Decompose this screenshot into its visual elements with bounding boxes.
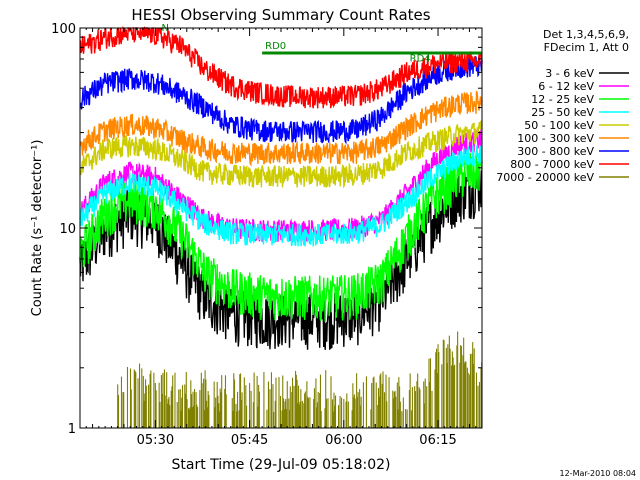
legend-label: 50 - 100 keV [524,119,594,132]
series-25-50-keV [79,142,483,247]
series-line [79,90,483,167]
legend-label: 800 - 7000 keV [510,158,594,171]
y-tick-label: 100 [51,22,76,37]
x-tick-label: 05:45 [231,433,268,448]
y-tick-label: 1 [68,422,76,437]
axis-layer: 05:30 05:45 06:00 06:15 1 10 100 [51,22,483,448]
series-7000-20000-keV [117,331,483,428]
footer-date: 12-Mar-2010 08:04 [560,469,637,478]
legend-label: 7000 - 20000 keV [496,171,594,184]
legend-label: 12 - 25 keV [531,93,594,106]
x-tick-label: 06:15 [419,433,456,448]
series-12-25-keV [79,149,483,322]
legend-label: 3 - 6 keV [545,67,594,80]
legend-label: 6 - 12 keV [538,80,594,93]
annotation-label: N [162,23,169,34]
legend-label: 300 - 800 keV [517,145,594,158]
series-line [79,128,483,243]
data-layer [79,25,483,428]
series-300-800-keV [79,55,483,145]
y-axis-label: Count Rate (s⁻¹ detector⁻¹) [30,140,45,317]
x-axis-label: Start Time (29-Jul-09 05:18:02) [171,457,390,473]
series-50-100-keV [79,119,483,189]
series-100-300-keV [79,90,483,167]
annotation-label: RD0 [265,41,286,52]
series-line [79,149,483,322]
x-tick-label: 05:30 [137,433,174,448]
y-tick-label: 10 [59,222,76,237]
legend-header: FDecim 1, Att 0 [544,41,629,54]
legend-label: 100 - 300 keV [517,132,594,145]
series-line [79,142,483,247]
series-6-12-keV [79,128,483,243]
chart-title: HESSI Observing Summary Count Rates [131,6,430,24]
annotation-label: RD4 [410,53,431,64]
legend-label: 25 - 50 keV [531,106,594,119]
legend-header: Det 1,3,4,5,6,9, [543,28,629,41]
series-line [79,119,483,189]
series-line [79,55,483,145]
x-tick-label: 06:00 [325,433,362,448]
legend: Det 1,3,4,5,6,9,FDecim 1, Att 0 3 - 6 keV… [496,28,629,184]
